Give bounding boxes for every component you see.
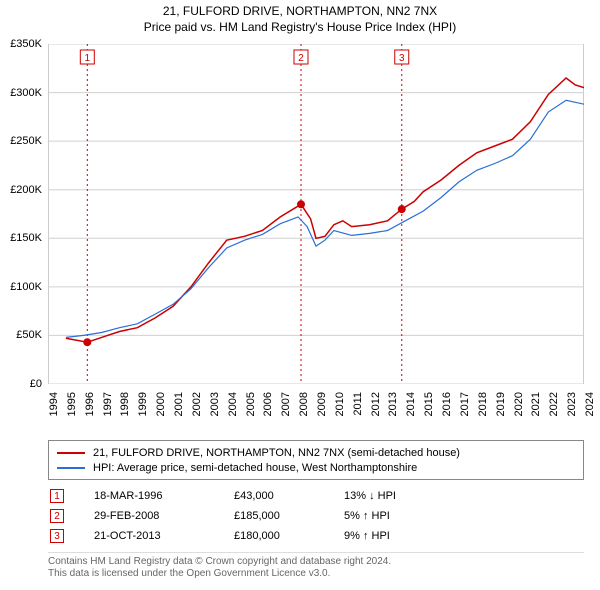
transaction-price: £180,000 <box>234 530 314 542</box>
x-tick-label: 2003 <box>209 392 221 432</box>
transaction-row: 3 21-OCT-2013 £180,000 9% ↑ HPI <box>48 526 584 546</box>
svg-text:3: 3 <box>399 53 405 64</box>
transaction-diff: 13% ↓ HPI <box>344 490 434 502</box>
transaction-price: £185,000 <box>234 510 314 522</box>
transaction-row: 2 29-FEB-2008 £185,000 5% ↑ HPI <box>48 506 584 526</box>
x-tick-label: 2001 <box>173 392 185 432</box>
y-tick-label: £0 <box>0 378 42 390</box>
transaction-badge: 1 <box>50 489 64 503</box>
chart-area: 1 2 3 <box>48 44 584 384</box>
x-tick-label: 2024 <box>584 392 596 432</box>
x-tick-label: 2005 <box>245 392 257 432</box>
x-tick-label: 1999 <box>137 392 149 432</box>
chart-page: 21, FULFORD DRIVE, NORTHAMPTON, NN2 7NX … <box>0 0 600 590</box>
x-tick-label: 2020 <box>513 392 525 432</box>
x-tick-label: 2000 <box>155 392 167 432</box>
y-tick-label: £50K <box>0 329 42 341</box>
x-tick-label: 2008 <box>298 392 310 432</box>
x-tick-label: 1995 <box>66 392 78 432</box>
x-tick-label: 2011 <box>352 392 364 432</box>
legend: 21, FULFORD DRIVE, NORTHAMPTON, NN2 7NX … <box>48 440 584 480</box>
transaction-marker-badge: 3 <box>395 50 409 64</box>
x-tick-label: 2013 <box>387 392 399 432</box>
transaction-table: 1 18-MAR-1996 £43,000 13% ↓ HPI 2 29-FEB-2008… <box>48 486 584 546</box>
transaction-marker-badge: 1 <box>80 50 94 64</box>
y-tick-label: £100K <box>0 281 42 293</box>
transaction-row: 1 18-MAR-1996 £43,000 13% ↓ HPI <box>48 486 584 506</box>
y-tick-label: £300K <box>0 87 42 99</box>
chart-subtitle: Price paid vs. HM Land Registry's House … <box>0 18 600 34</box>
y-axis-ticks: £0£50K£100K£150K£200K£250K£300K£350K <box>0 44 46 384</box>
x-axis-ticks: 1994 1995 1996 1997 1998 1999 2000 2001 2002 2003… <box>48 388 584 434</box>
x-tick-label: 2004 <box>227 392 239 432</box>
y-tick-label: £250K <box>0 135 42 147</box>
x-tick-label: 2007 <box>280 392 292 432</box>
chart-title: 21, FULFORD DRIVE, NORTHAMPTON, NN2 7NX <box>0 0 600 18</box>
x-tick-label: 2022 <box>548 392 560 432</box>
y-tick-label: £200K <box>0 184 42 196</box>
legend-swatch <box>57 467 85 469</box>
transaction-date: 29-FEB-2008 <box>94 510 204 522</box>
x-tick-label: 2010 <box>334 392 346 432</box>
transaction-badge: 2 <box>50 509 64 523</box>
footer-line-2: This data is licensed under the Open Gov… <box>48 568 584 580</box>
x-tick-label: 2017 <box>459 392 471 432</box>
x-tick-label: 2015 <box>423 392 435 432</box>
y-tick-label: £150K <box>0 232 42 244</box>
x-tick-label: 1998 <box>119 392 131 432</box>
legend-swatch <box>57 452 85 454</box>
transaction-date: 18-MAR-1996 <box>94 490 204 502</box>
x-tick-label: 2018 <box>477 392 489 432</box>
transaction-price: £43,000 <box>234 490 314 502</box>
x-tick-label: 2021 <box>530 392 542 432</box>
x-tick-label: 2016 <box>441 392 453 432</box>
legend-item: HPI: Average price, semi-detached house,… <box>57 460 575 475</box>
legend-label: 21, FULFORD DRIVE, NORTHAMPTON, NN2 7NX … <box>93 447 460 459</box>
legend-label: HPI: Average price, semi-detached house,… <box>93 462 417 474</box>
svg-text:2: 2 <box>298 53 304 64</box>
x-tick-label: 2014 <box>405 392 417 432</box>
legend-item: 21, FULFORD DRIVE, NORTHAMPTON, NN2 7NX … <box>57 445 575 460</box>
x-tick-label: 2023 <box>566 392 578 432</box>
chart-svg: 1 2 3 <box>48 44 584 384</box>
x-tick-label: 2006 <box>262 392 274 432</box>
transaction-date: 21-OCT-2013 <box>94 530 204 542</box>
y-tick-label: £350K <box>0 38 42 50</box>
x-tick-label: 2009 <box>316 392 328 432</box>
x-tick-label: 1996 <box>84 392 96 432</box>
transaction-diff: 9% ↑ HPI <box>344 530 434 542</box>
x-tick-label: 2019 <box>495 392 507 432</box>
x-tick-label: 2002 <box>191 392 203 432</box>
transaction-marker-badge: 2 <box>294 50 308 64</box>
footer: Contains HM Land Registry data © Crown c… <box>48 552 584 580</box>
footer-line-1: Contains HM Land Registry data © Crown c… <box>48 556 584 568</box>
transaction-badge: 3 <box>50 529 64 543</box>
x-tick-label: 1997 <box>102 392 114 432</box>
x-tick-label: 2012 <box>370 392 382 432</box>
x-tick-label: 1994 <box>48 392 60 432</box>
transaction-diff: 5% ↑ HPI <box>344 510 434 522</box>
svg-text:1: 1 <box>85 53 91 64</box>
